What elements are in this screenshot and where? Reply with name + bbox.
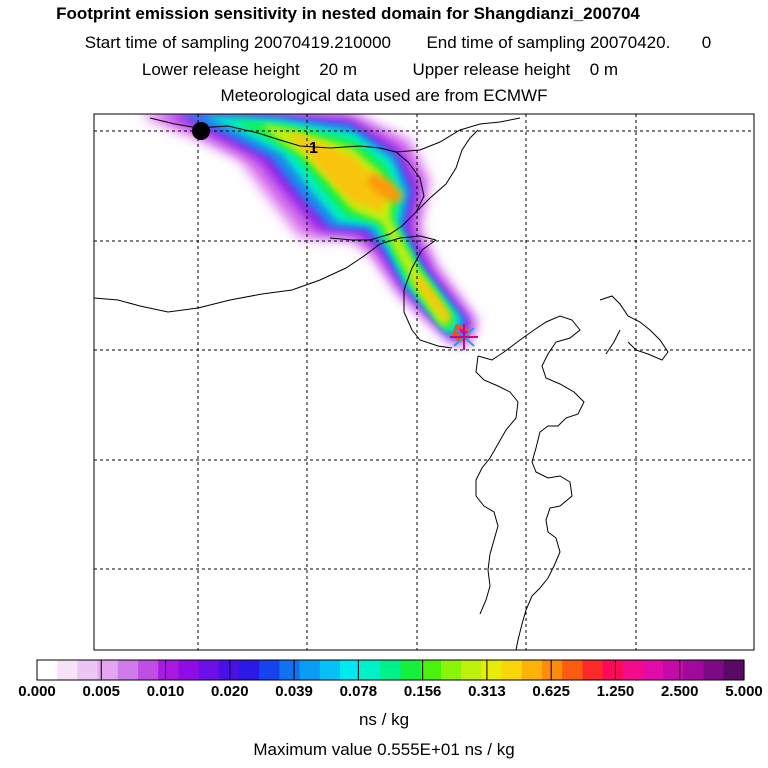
release-point-marker	[450, 324, 478, 350]
legend-color-cell	[582, 660, 604, 680]
legend-color-cell	[198, 660, 220, 680]
met-data-line: Meteorological data used are from ECMWF	[220, 86, 548, 105]
legend-color-cell	[259, 660, 280, 680]
legend-tick-label: 2.500	[660, 683, 699, 700]
legend-color-cell	[622, 660, 644, 680]
legend-tick-label: 0.313	[468, 683, 506, 700]
end-time-value: 20070420.	[589, 33, 671, 52]
legend-color-cell	[643, 660, 664, 680]
legend-color-cell	[340, 660, 361, 680]
maximum-value-label: Maximum value	[253, 740, 373, 759]
legend-color-cell	[400, 660, 422, 680]
legend-color-cell	[723, 660, 745, 680]
legend-color-cell	[299, 660, 321, 680]
legend-tick-label: 1.250	[596, 683, 635, 700]
legend-color-cell	[481, 660, 503, 680]
start-time-label: Start time of sampling	[84, 33, 250, 52]
legend-color-bar	[36, 660, 745, 680]
legend-tick-label: 0.000	[18, 683, 56, 700]
upper-release-label: Upper release height	[412, 60, 571, 79]
legend-color-cell	[239, 660, 260, 680]
page-title: Footprint emission sensitivity in nested…	[56, 4, 640, 23]
maximum-value-line: Maximum value 0.555E+01 ns / kg	[0, 740, 768, 760]
legend-tick-label: 0.156	[403, 683, 442, 700]
map-content	[94, 114, 754, 650]
legend-color-cell	[501, 660, 523, 680]
maximum-value: 0.555E+01 ns / kg	[377, 740, 515, 759]
legend-color-cell	[57, 660, 78, 680]
lower-release-value: 20 m	[319, 60, 357, 79]
legend-color-cell	[683, 660, 705, 680]
legend-color-cell	[663, 660, 684, 680]
coastlines	[94, 117, 669, 650]
legend-color-cell	[542, 660, 563, 680]
cluster-label: 1	[309, 140, 318, 157]
legend-color-cell	[178, 660, 200, 680]
station-dot	[192, 122, 210, 140]
legend-color-cell	[117, 660, 139, 680]
legend-color-cell	[380, 660, 402, 680]
legend-color-cell	[97, 660, 119, 680]
map-frame	[93, 113, 755, 651]
release-height-line: Lower release height 20 m Upper release …	[0, 60, 764, 80]
end-time-label: End time of sampling	[426, 33, 586, 52]
legend-tick-label: 0.078	[339, 683, 378, 700]
legend-color-cell	[461, 660, 482, 680]
legend-color-cell	[279, 660, 301, 680]
legend-color-cell	[158, 660, 179, 680]
legend-color-cell	[37, 660, 58, 680]
legend-color-cell	[420, 660, 442, 680]
upper-release-value: 0 m	[589, 60, 619, 79]
legend-color-cell	[441, 660, 462, 680]
legend-color-cell	[218, 660, 240, 680]
legend-color-cell	[360, 660, 381, 680]
legend-tick-label: 0.039	[275, 683, 313, 700]
legend-tick-label: 0.010	[146, 683, 185, 700]
legend-color-cell	[602, 660, 624, 680]
legend-tick-label: 5.000	[725, 683, 763, 700]
legend-color-cell	[562, 660, 583, 680]
legend-tick-label: 0.625	[532, 683, 570, 700]
legend-tick-label: 0.005	[82, 683, 121, 700]
legend-color-cell	[521, 660, 543, 680]
legend-color-cell	[703, 660, 725, 680]
end-time-value-tail: 0	[701, 33, 712, 52]
legend-frame	[36, 659, 745, 681]
legend-color-cell	[77, 660, 99, 680]
footprint-plume	[144, 114, 478, 346]
legend-color-cell	[138, 660, 159, 680]
legend-tick-label: 0.020	[211, 683, 249, 700]
lower-release-label: Lower release height	[141, 60, 300, 79]
start-time-value: 20070419.210000	[253, 33, 391, 52]
legend-color-cell	[319, 660, 341, 680]
sampling-time-line: Start time of sampling 20070419.210000 E…	[14, 33, 768, 53]
legend-unit: ns / kg	[358, 710, 410, 729]
